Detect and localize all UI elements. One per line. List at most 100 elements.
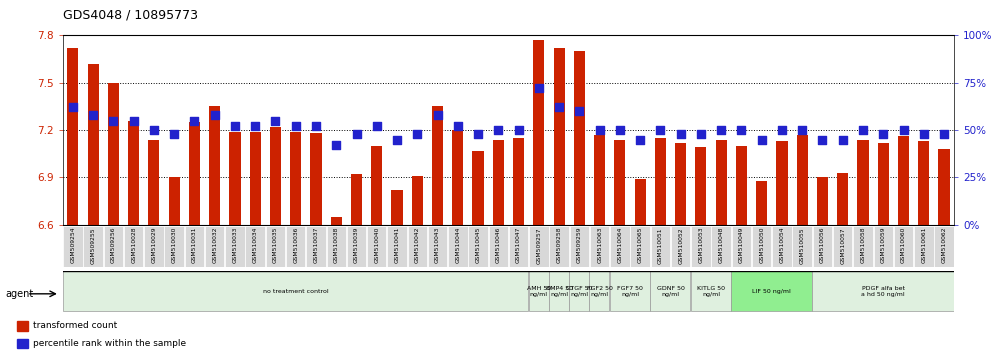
Point	[268, 118, 284, 124]
FancyBboxPatch shape	[650, 225, 670, 267]
FancyBboxPatch shape	[590, 225, 610, 267]
Bar	[68, 48, 79, 225]
Point	[207, 112, 223, 118]
Bar	[898, 136, 909, 225]
Point	[227, 124, 243, 129]
Point	[146, 127, 162, 133]
Point	[713, 127, 729, 133]
Bar	[331, 217, 342, 225]
Bar	[634, 179, 645, 225]
FancyBboxPatch shape	[691, 271, 731, 311]
Point	[835, 137, 851, 142]
Point	[875, 131, 891, 137]
Text: GSM509254: GSM509254	[71, 227, 76, 263]
Bar	[513, 138, 524, 225]
Bar	[533, 40, 545, 225]
FancyBboxPatch shape	[84, 225, 103, 267]
FancyBboxPatch shape	[650, 271, 690, 311]
Point	[815, 137, 831, 142]
Bar	[777, 141, 788, 225]
Text: GSM510031: GSM510031	[192, 227, 197, 263]
FancyBboxPatch shape	[772, 225, 792, 267]
FancyBboxPatch shape	[854, 225, 872, 267]
Text: GSM510051: GSM510051	[658, 227, 663, 263]
Text: GSM510048: GSM510048	[719, 227, 724, 263]
Point	[612, 127, 627, 133]
Point	[429, 112, 445, 118]
Text: FGF7 50
ng/ml: FGF7 50 ng/ml	[618, 286, 643, 297]
Bar	[493, 139, 504, 225]
Text: GSM510043: GSM510043	[435, 227, 440, 263]
Text: GDNF 50
ng/ml: GDNF 50 ng/ml	[656, 286, 684, 297]
Text: GSM510036: GSM510036	[293, 227, 298, 263]
Text: GSM510041: GSM510041	[394, 227, 399, 263]
Text: GSM509255: GSM509255	[91, 227, 96, 263]
Bar	[756, 181, 767, 225]
FancyBboxPatch shape	[873, 225, 893, 267]
Bar	[351, 174, 363, 225]
Text: GSM510052: GSM510052	[678, 227, 683, 263]
Bar	[372, 146, 382, 225]
FancyBboxPatch shape	[63, 225, 83, 267]
Text: GSM510054: GSM510054	[780, 227, 785, 263]
FancyBboxPatch shape	[671, 225, 690, 267]
Text: GSM510039: GSM510039	[354, 227, 359, 263]
Point	[632, 137, 648, 142]
FancyBboxPatch shape	[306, 225, 326, 267]
Point	[652, 127, 668, 133]
FancyBboxPatch shape	[63, 271, 528, 311]
Text: GSM510034: GSM510034	[253, 227, 258, 263]
Point	[572, 108, 588, 114]
Text: GSM510047: GSM510047	[516, 227, 521, 263]
Bar	[797, 135, 808, 225]
Text: GSM510065: GSM510065	[637, 227, 642, 263]
FancyBboxPatch shape	[813, 225, 833, 267]
FancyBboxPatch shape	[245, 225, 265, 267]
Bar	[574, 51, 585, 225]
Bar	[432, 107, 443, 225]
Text: CTGF 50
ng/ml: CTGF 50 ng/ml	[566, 286, 593, 297]
Bar	[817, 177, 828, 225]
FancyBboxPatch shape	[164, 225, 184, 267]
FancyBboxPatch shape	[407, 225, 427, 267]
Point	[288, 124, 304, 129]
Text: GSM510042: GSM510042	[414, 227, 419, 263]
Text: GSM510057: GSM510057	[841, 227, 846, 263]
Text: GSM509257: GSM509257	[537, 227, 542, 263]
Text: GSM510063: GSM510063	[598, 227, 603, 263]
FancyBboxPatch shape	[468, 225, 488, 267]
FancyBboxPatch shape	[144, 225, 163, 267]
FancyBboxPatch shape	[387, 225, 406, 267]
Point	[672, 131, 688, 137]
Text: GSM510053: GSM510053	[698, 227, 703, 263]
Text: GSM510032: GSM510032	[212, 227, 217, 263]
Bar	[675, 143, 686, 225]
Bar	[168, 177, 179, 225]
Bar	[452, 130, 463, 225]
Bar	[148, 139, 159, 225]
Bar	[695, 148, 706, 225]
Point	[915, 131, 931, 137]
Bar	[938, 149, 949, 225]
Point	[855, 127, 871, 133]
Point	[389, 137, 405, 142]
Text: PDGF alfa bet
a hd 50 ng/ml: PDGF alfa bet a hd 50 ng/ml	[862, 286, 905, 297]
Point	[693, 131, 709, 137]
FancyBboxPatch shape	[691, 225, 711, 267]
Point	[794, 127, 810, 133]
Text: KITLG 50
ng/ml: KITLG 50 ng/ml	[697, 286, 725, 297]
FancyBboxPatch shape	[752, 225, 772, 267]
Text: GSM510059: GSM510059	[880, 227, 885, 263]
Point	[936, 131, 952, 137]
Bar	[17, 339, 28, 348]
FancyBboxPatch shape	[448, 225, 467, 267]
Point	[490, 127, 506, 133]
Point	[551, 104, 567, 110]
Point	[308, 124, 324, 129]
Text: no treatment control: no treatment control	[263, 289, 329, 294]
FancyBboxPatch shape	[550, 225, 569, 267]
Text: GSM509259: GSM509259	[577, 227, 582, 263]
FancyBboxPatch shape	[833, 225, 853, 267]
Text: GSM510058: GSM510058	[861, 227, 866, 263]
Text: GSM509258: GSM509258	[557, 227, 562, 263]
